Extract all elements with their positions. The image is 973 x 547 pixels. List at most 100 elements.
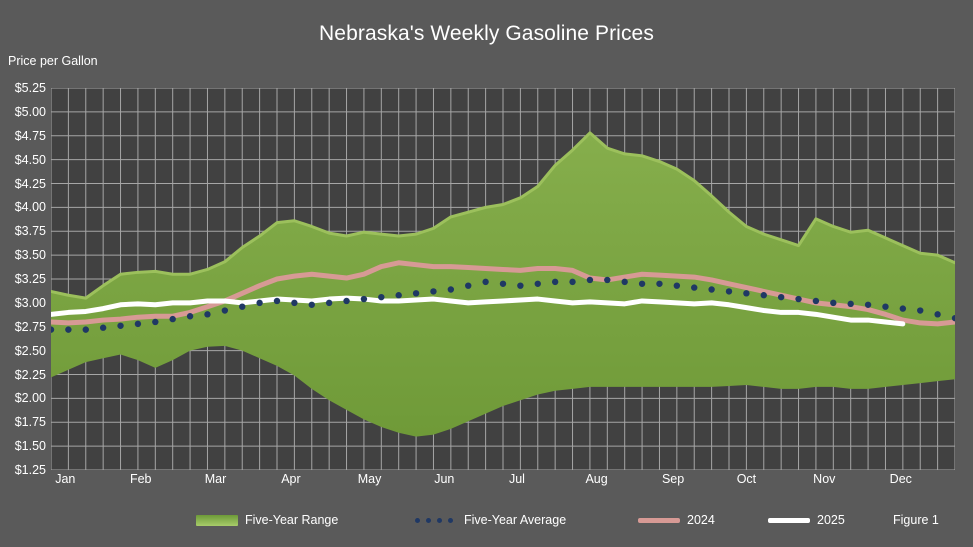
legend-item-five-year-range[interactable]: Five-Year Range bbox=[196, 506, 338, 534]
plot-area bbox=[51, 88, 955, 470]
five-year-average-dot bbox=[343, 297, 350, 305]
x-tick-label: Dec bbox=[889, 472, 912, 486]
five-year-average-dot bbox=[864, 301, 872, 308]
y-tick-label: $2.00 bbox=[14, 391, 46, 406]
legend-swatch-range-icon bbox=[196, 514, 238, 526]
y-tick-label: $2.75 bbox=[14, 319, 46, 334]
five-year-average-dot bbox=[308, 301, 315, 308]
series-line-2024 bbox=[51, 260, 955, 327]
y-tick-label: $3.50 bbox=[14, 248, 46, 263]
five-year-average-dot bbox=[360, 295, 368, 303]
five-year-average-dot bbox=[795, 295, 802, 303]
legend-item-five-year-average[interactable]: Five-Year Average bbox=[415, 506, 566, 534]
five-year-average-dot bbox=[743, 290, 750, 297]
y-tick-label: $4.25 bbox=[14, 176, 46, 191]
five-year-average-dot bbox=[830, 299, 837, 307]
x-tick-label: May bbox=[357, 472, 382, 486]
chart-legend: Figure 1 Five-Year Range Five-Year Averag… bbox=[0, 506, 973, 534]
chart-title: Nebraska's Weekly Gasoline Prices bbox=[319, 22, 654, 45]
x-tick-label: Mar bbox=[204, 472, 227, 486]
five-year-average-dot bbox=[517, 282, 524, 289]
y-tick-label: $4.50 bbox=[14, 152, 46, 167]
y-tick-label: $3.75 bbox=[14, 224, 46, 239]
legend-label: 2025 bbox=[817, 513, 845, 527]
five-year-average-dot bbox=[917, 307, 924, 314]
five-year-average-dot bbox=[882, 303, 889, 310]
legend-label: Five-Year Range bbox=[245, 513, 339, 527]
five-year-average-dot bbox=[465, 282, 472, 289]
y-tick-label: $1.75 bbox=[14, 415, 46, 430]
y-tick-label: $2.25 bbox=[14, 367, 46, 382]
five-year-average-dot bbox=[273, 297, 281, 305]
y-tick-label: $4.75 bbox=[14, 128, 46, 143]
x-tick-label: Nov bbox=[813, 472, 836, 486]
five-year-average-dot bbox=[569, 278, 576, 286]
five-year-average-dot bbox=[169, 315, 176, 323]
five-year-average-dot bbox=[812, 297, 820, 305]
five-year-average-dot bbox=[412, 290, 420, 297]
five-year-average-dot bbox=[499, 280, 507, 287]
y-tick-label: $5.25 bbox=[14, 81, 46, 95]
five-year-average-dot bbox=[951, 314, 955, 322]
data-series-layer bbox=[51, 131, 955, 437]
five-year-average-dot bbox=[65, 326, 72, 333]
five-year-average-dot bbox=[725, 288, 733, 295]
y-tick-label: $5.00 bbox=[14, 104, 46, 119]
legend-swatch-dotted-icon bbox=[415, 515, 457, 526]
five-year-average-dot bbox=[325, 299, 333, 307]
five-year-average-dot bbox=[82, 326, 89, 333]
five-year-average-dot bbox=[51, 326, 55, 333]
x-axis-tick-labels: Jan Feb Mar Apr May Jun Jul Aug Sep Oct Nov Dec bbox=[51, 472, 955, 494]
legend-swatch-line-2025-icon bbox=[768, 517, 810, 523]
y-axis-title: Price per Gallon bbox=[8, 54, 98, 68]
y-axis-tick-labels: $5.25 $5.00 $4.75 $4.50 $4.25 $4.00 $3.75 $3.50… bbox=[0, 81, 46, 477]
five-year-average-dot bbox=[656, 280, 663, 287]
x-tick-label: Jul bbox=[508, 472, 525, 486]
y-tick-label: $3.00 bbox=[14, 295, 46, 310]
five-year-average-dot bbox=[934, 311, 941, 318]
legend-item-2024[interactable]: 2024 bbox=[638, 506, 715, 534]
five-year-average-dot bbox=[847, 300, 854, 308]
five-year-average-dot bbox=[777, 293, 785, 301]
y-tick-label: $1.50 bbox=[14, 439, 46, 454]
five-year-average-dot bbox=[99, 324, 107, 331]
five-year-average-dot bbox=[621, 278, 628, 286]
y-tick-label: $2.50 bbox=[14, 343, 46, 358]
five-year-range-upper-edge bbox=[51, 131, 955, 300]
five-year-average-dot bbox=[117, 322, 124, 329]
figure-note: Figure 1 bbox=[893, 513, 939, 527]
x-tick-label: Apr bbox=[281, 472, 301, 486]
x-tick-label: Jun bbox=[434, 472, 455, 486]
five-year-average-dot bbox=[430, 288, 437, 295]
five-year-average-dot bbox=[395, 292, 402, 299]
five-year-average-dot bbox=[482, 278, 489, 286]
five-year-average-dot bbox=[708, 286, 715, 293]
y-tick-label: $1.25 bbox=[14, 463, 46, 477]
legend-item-2025[interactable]: 2025 bbox=[768, 506, 845, 534]
five-year-average-dot bbox=[186, 313, 194, 320]
y-tick-label: $3.25 bbox=[14, 272, 46, 286]
five-year-average-dot bbox=[221, 307, 229, 314]
x-tick-label: Oct bbox=[736, 472, 757, 486]
five-year-average-dot bbox=[638, 280, 646, 287]
x-tick-label: Aug bbox=[585, 472, 608, 486]
five-year-average-dot bbox=[673, 282, 681, 289]
five-year-average-dot bbox=[256, 299, 263, 307]
five-year-average-dot bbox=[551, 278, 559, 286]
five-year-average-dot bbox=[204, 311, 211, 318]
legend-label: Five-Year Average bbox=[464, 513, 567, 527]
series-line-2025 bbox=[51, 295, 906, 327]
five-year-average-dot bbox=[604, 276, 611, 284]
five-year-average-dot bbox=[760, 292, 767, 299]
five-year-average-dot bbox=[534, 280, 541, 287]
five-year-average-dot bbox=[899, 305, 907, 312]
legend-label: 2024 bbox=[687, 513, 715, 527]
five-year-average-dot bbox=[691, 284, 698, 291]
five-year-average-dot bbox=[134, 320, 142, 328]
five-year-average-dot bbox=[586, 276, 594, 284]
x-tick-label: Sep bbox=[661, 472, 685, 486]
five-year-average-dot bbox=[378, 293, 385, 301]
legend-swatch-line-2024-icon bbox=[638, 517, 680, 523]
five-year-average-dot bbox=[291, 299, 298, 307]
